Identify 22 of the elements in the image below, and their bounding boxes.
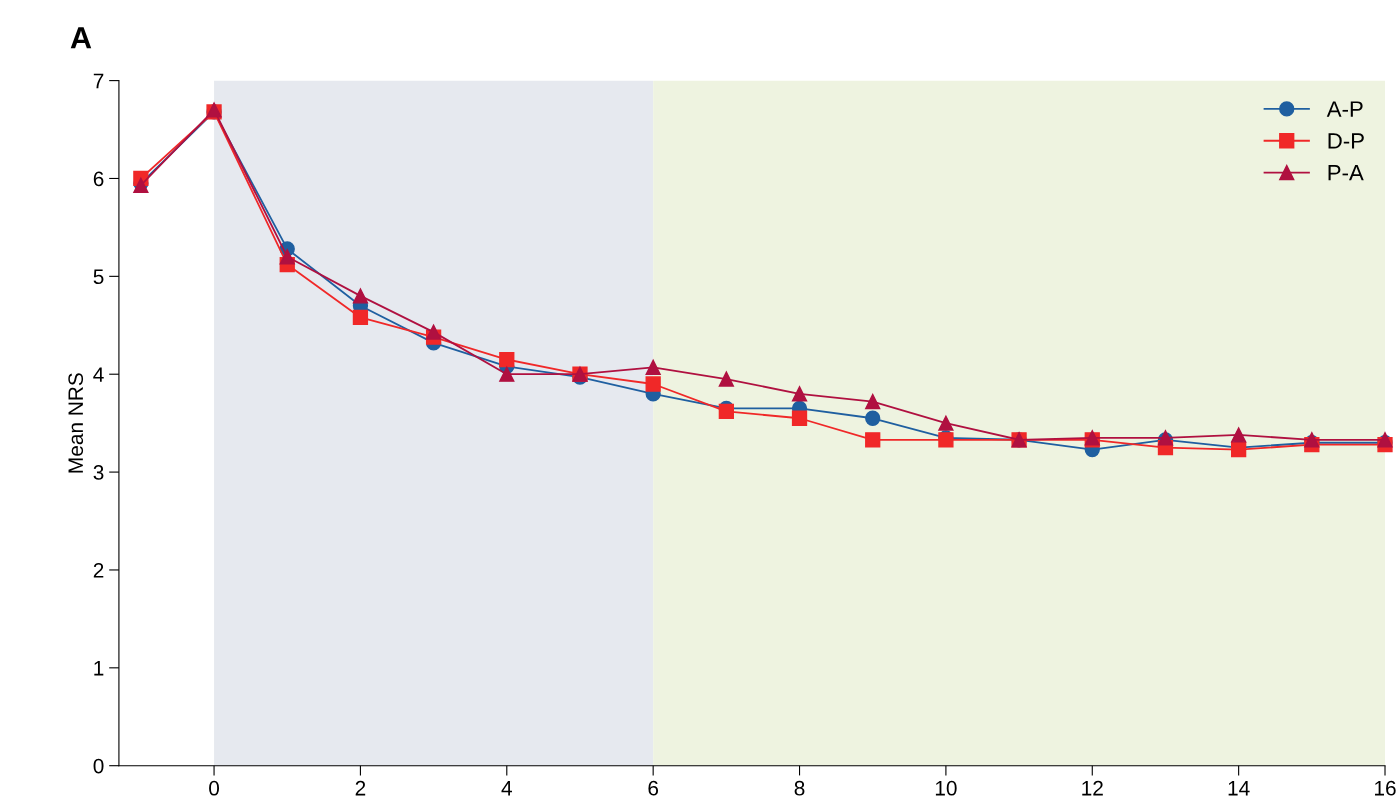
y-tick-label: 6 bbox=[93, 171, 104, 187]
x-tick-label: 16 bbox=[1375, 780, 1396, 796]
chart-title: A bbox=[70, 27, 92, 49]
x-tick-label: 2 bbox=[355, 780, 366, 796]
y-tick-label: 2 bbox=[93, 562, 104, 578]
x-tick-label: 14 bbox=[1228, 781, 1250, 796]
y-tick-label: 1 bbox=[94, 661, 104, 676]
x-tick-label: 6 bbox=[648, 780, 659, 796]
x-tick-label: 8 bbox=[794, 780, 805, 796]
y-tick-label: 7 bbox=[93, 73, 104, 89]
x-tick-label: 10 bbox=[935, 780, 957, 796]
y-tick-label: 4 bbox=[93, 367, 104, 382]
x-tick-label: 12 bbox=[1082, 780, 1103, 796]
y-axis-title: Mean NRS bbox=[68, 373, 84, 473]
x-tick-label: 4 bbox=[501, 781, 512, 796]
y-tick-label: 5 bbox=[93, 269, 104, 285]
y-tick-label: 0 bbox=[93, 758, 104, 774]
legend-label: A-P bbox=[1326, 101, 1363, 117]
legend-label: P-A bbox=[1328, 165, 1364, 181]
y-tick-label: 3 bbox=[93, 465, 104, 480]
legend-label: D-P bbox=[1328, 133, 1364, 149]
x-tick-label: 0 bbox=[209, 780, 220, 796]
